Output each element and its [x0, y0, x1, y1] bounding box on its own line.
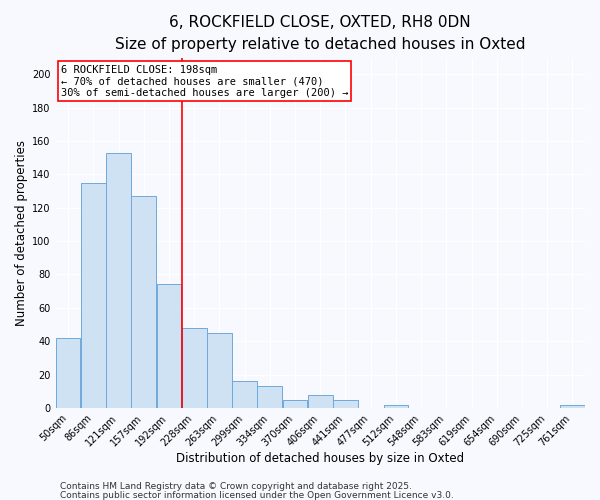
Title: 6, ROCKFIELD CLOSE, OXTED, RH8 0DN
Size of property relative to detached houses : 6, ROCKFIELD CLOSE, OXTED, RH8 0DN Size … — [115, 15, 526, 52]
Bar — [182, 328, 206, 408]
Bar — [257, 386, 282, 408]
Bar — [383, 404, 408, 408]
Bar — [81, 182, 106, 408]
Bar — [207, 333, 232, 408]
Y-axis label: Number of detached properties: Number of detached properties — [15, 140, 28, 326]
X-axis label: Distribution of detached houses by size in Oxted: Distribution of detached houses by size … — [176, 452, 464, 465]
Bar — [131, 196, 156, 408]
Text: Contains public sector information licensed under the Open Government Licence v3: Contains public sector information licen… — [60, 490, 454, 500]
Text: 6 ROCKFIELD CLOSE: 198sqm
← 70% of detached houses are smaller (470)
30% of semi: 6 ROCKFIELD CLOSE: 198sqm ← 70% of detac… — [61, 64, 349, 98]
Bar — [560, 404, 585, 408]
Bar — [283, 400, 307, 408]
Bar — [56, 338, 80, 408]
Bar — [157, 284, 181, 408]
Text: Contains HM Land Registry data © Crown copyright and database right 2025.: Contains HM Land Registry data © Crown c… — [60, 482, 412, 491]
Bar — [232, 382, 257, 408]
Bar — [333, 400, 358, 408]
Bar — [308, 394, 332, 408]
Bar — [106, 152, 131, 408]
